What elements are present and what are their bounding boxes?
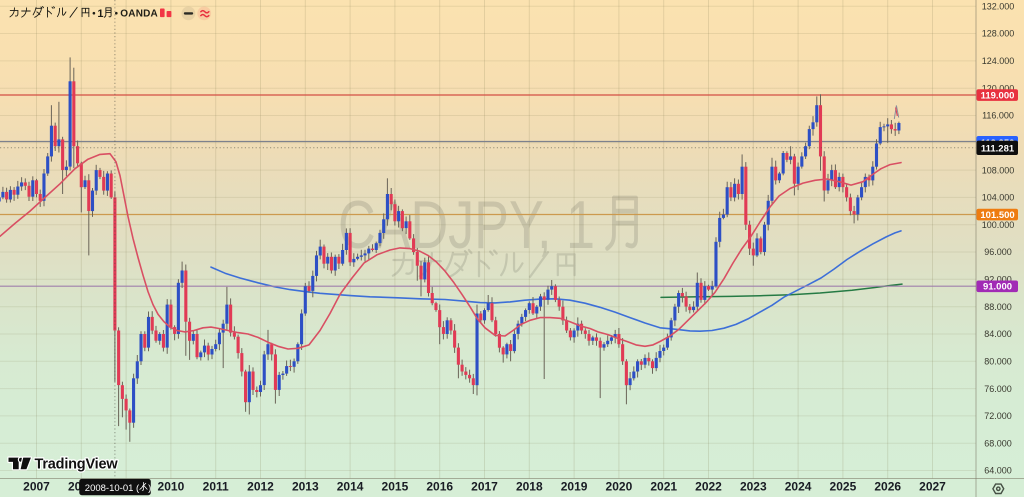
svg-text:128.000: 128.000	[982, 29, 1015, 39]
svg-text:2022: 2022	[695, 479, 722, 493]
svg-text:120.000: 120.000	[982, 83, 1015, 93]
svg-text:116.000: 116.000	[982, 111, 1014, 121]
svg-text:2024: 2024	[785, 479, 812, 493]
svg-text:76.000: 76.000	[984, 384, 1012, 394]
svg-text:108.000: 108.000	[982, 165, 1015, 175]
svg-text:80.000: 80.000	[984, 357, 1012, 367]
svg-text:2007: 2007	[23, 479, 50, 493]
svg-text:2008-10-01 (: 2008-10-01 (	[85, 483, 140, 494]
svg-text:2013: 2013	[292, 479, 319, 493]
svg-text:124.000: 124.000	[982, 56, 1015, 66]
svg-text:96.000: 96.000	[984, 247, 1012, 257]
svg-text:132.000: 132.000	[982, 1, 1015, 11]
svg-text:2011: 2011	[203, 479, 229, 493]
svg-text:68.000: 68.000	[984, 438, 1012, 448]
svg-text:): )	[148, 483, 151, 494]
svg-text:CADJPY, 1: CADJPY, 1	[338, 187, 595, 263]
svg-text:2015: 2015	[382, 479, 409, 493]
svg-text:2026: 2026	[874, 479, 901, 493]
svg-text:111.281: 111.281	[981, 143, 1015, 154]
svg-text:92.000: 92.000	[984, 275, 1012, 285]
svg-text:1: 1	[97, 8, 103, 20]
svg-text:2019: 2019	[561, 479, 588, 493]
svg-text:64.000: 64.000	[984, 466, 1012, 476]
svg-text:2014: 2014	[337, 479, 364, 493]
svg-text:2012: 2012	[247, 479, 274, 493]
svg-text:72.000: 72.000	[984, 411, 1012, 421]
svg-text:2020: 2020	[606, 479, 633, 493]
svg-text:2017: 2017	[471, 479, 498, 493]
svg-text:2016: 2016	[426, 479, 453, 493]
svg-text:OANDA: OANDA	[120, 9, 158, 20]
svg-text:84.000: 84.000	[984, 329, 1012, 339]
svg-text:101.500: 101.500	[980, 210, 1014, 221]
svg-text:2010: 2010	[158, 479, 185, 493]
svg-text:2023: 2023	[740, 479, 767, 493]
svg-text:2027: 2027	[919, 479, 946, 493]
svg-text:100.000: 100.000	[982, 220, 1015, 230]
svg-text:2025: 2025	[830, 479, 857, 493]
svg-text:104.000: 104.000	[982, 193, 1015, 203]
svg-text:2021: 2021	[650, 479, 677, 493]
svg-text:TradingView: TradingView	[35, 457, 119, 473]
svg-text:2018: 2018	[516, 479, 543, 493]
svg-text:119.000: 119.000	[981, 90, 1015, 101]
svg-text:91.000: 91.000	[983, 282, 1012, 293]
svg-text:88.000: 88.000	[984, 302, 1012, 312]
